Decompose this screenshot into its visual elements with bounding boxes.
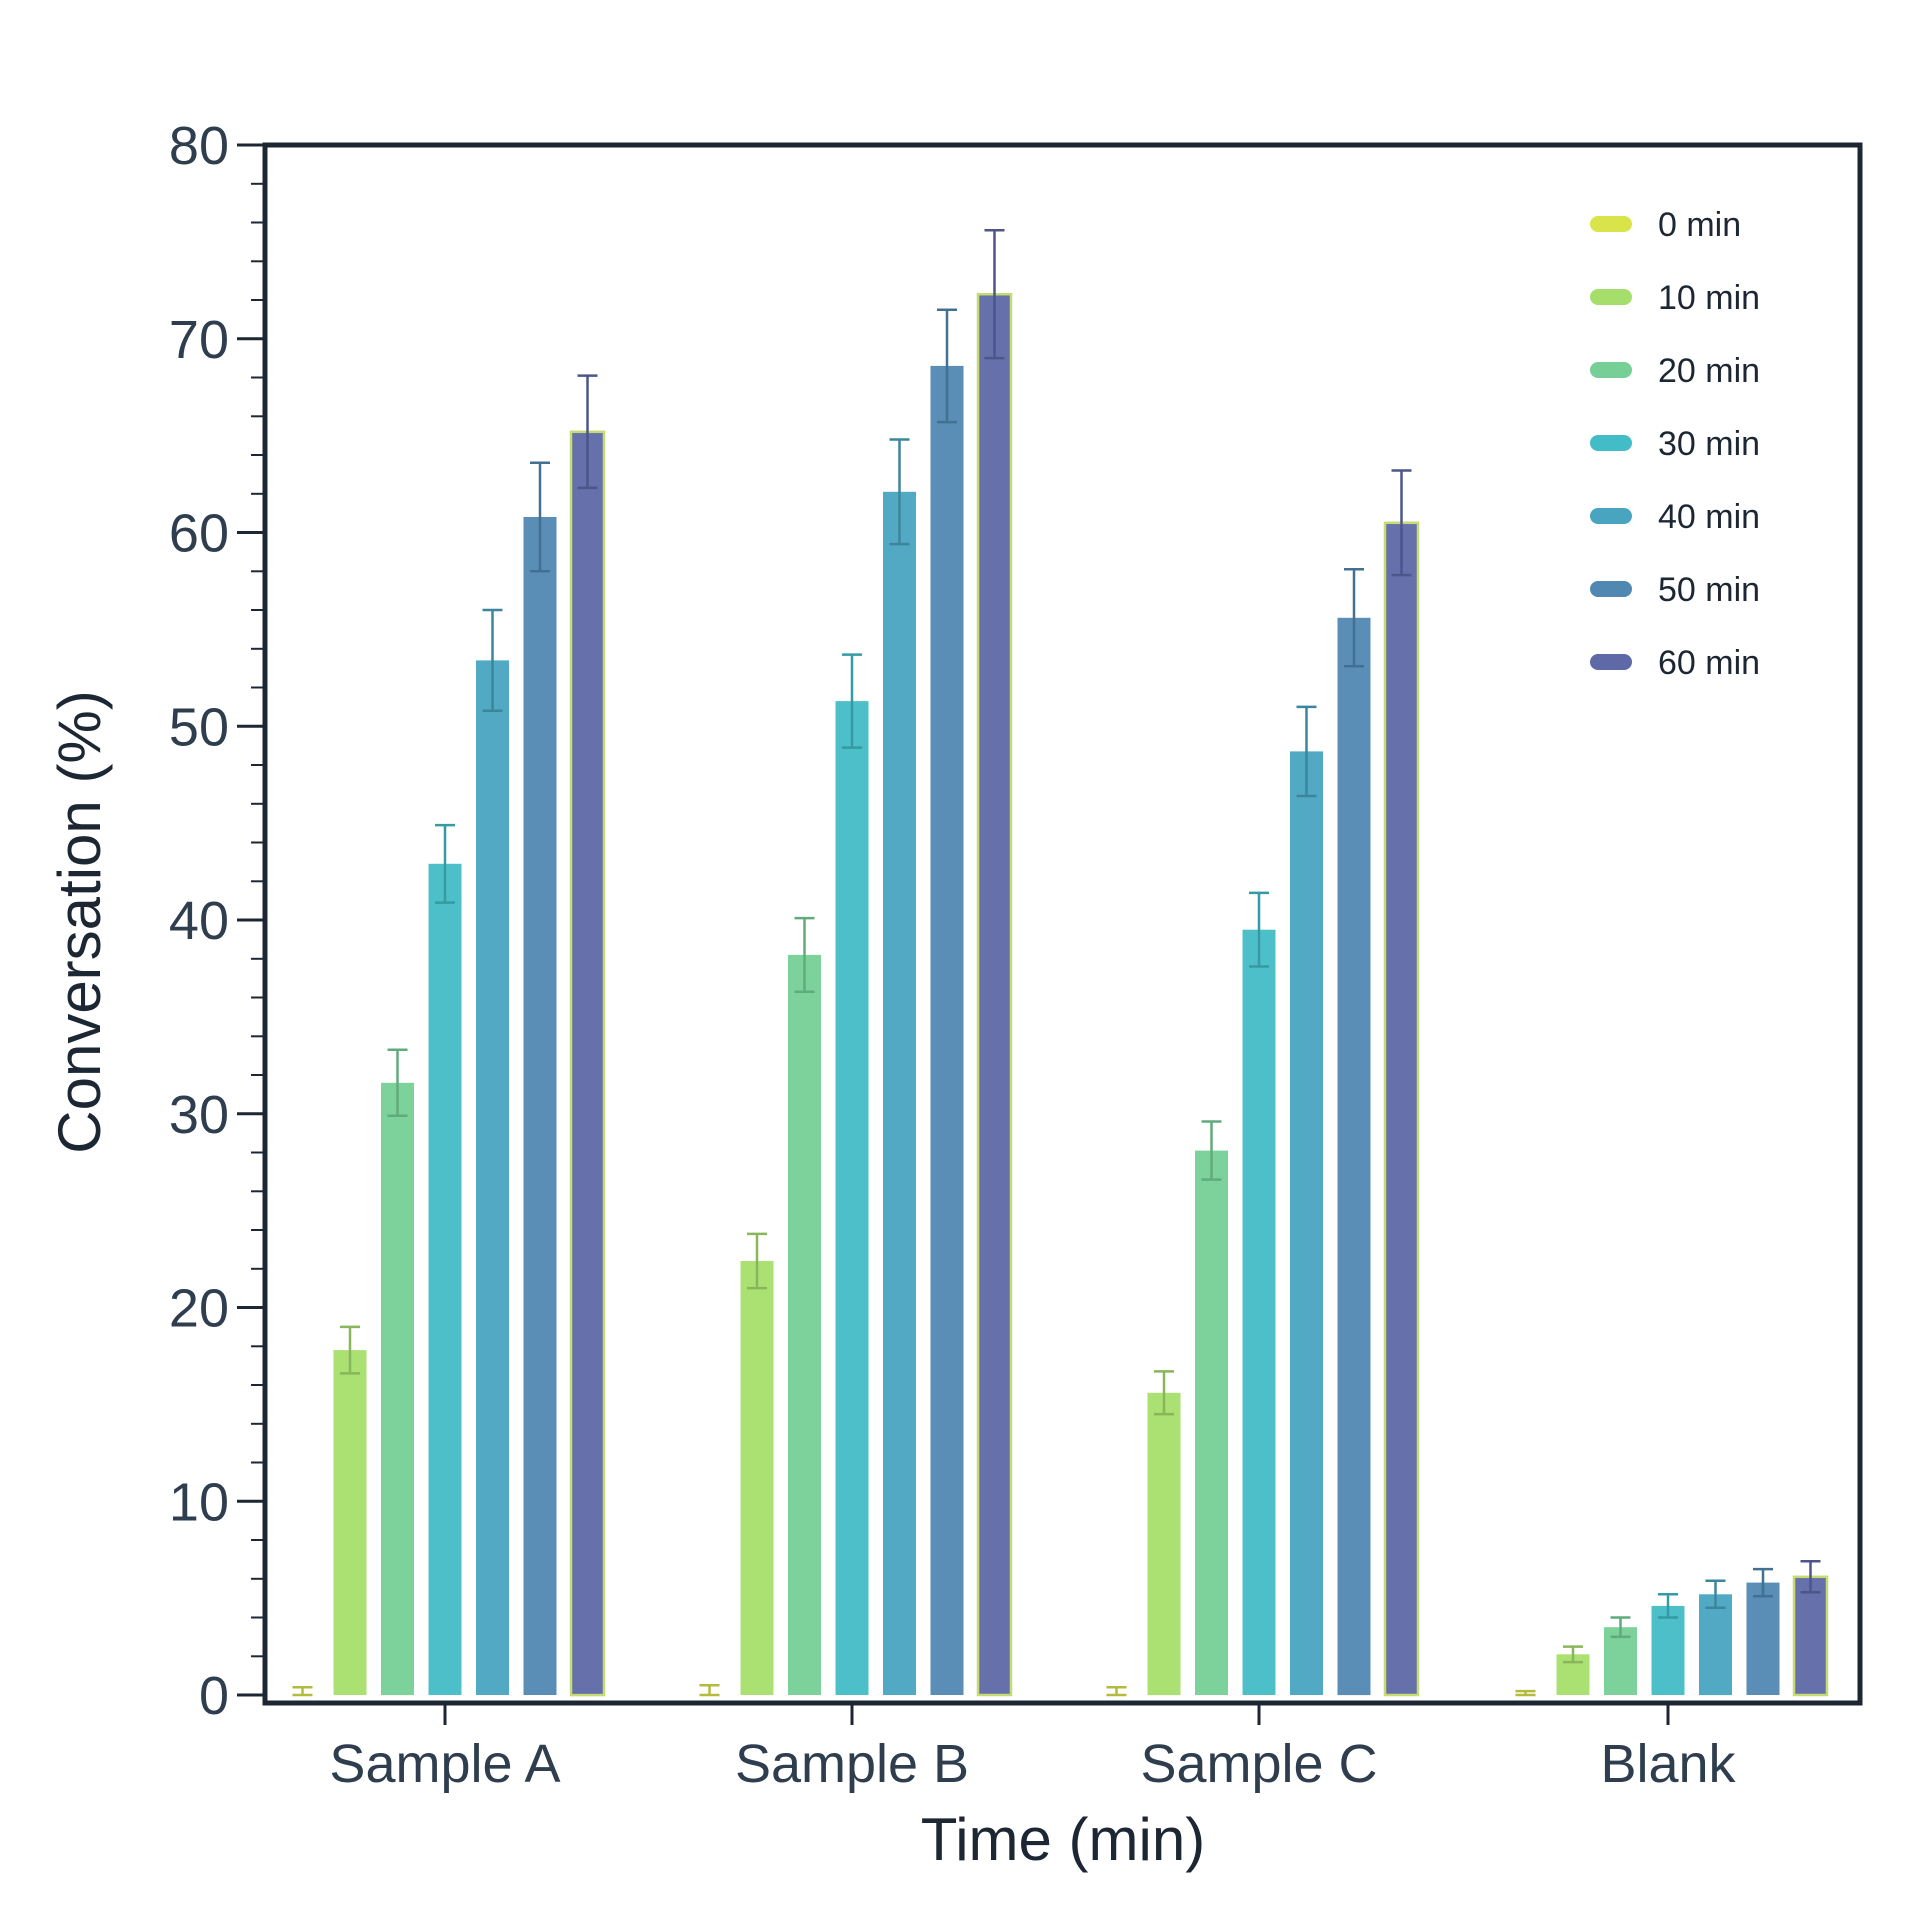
bar-blank-20-min: [1604, 1627, 1637, 1695]
error-bar-sample-c-40-min: [1296, 705, 1317, 798]
bar-blank-60-min: [1792, 1575, 1829, 1697]
legend-label: 10 min: [1658, 279, 1760, 317]
bar-sample-b-40-min: [883, 491, 916, 1695]
plot-frame: [262, 142, 1863, 1706]
error-bars-layer: [292, 229, 1821, 1697]
y-tick-label: 10: [169, 1472, 229, 1532]
error-bar-blank-0-min: [1515, 1689, 1536, 1697]
legend-label: 20 min: [1658, 352, 1760, 390]
bar-sample-a-20-min: [381, 1082, 414, 1696]
bar-sample-c-30-min: [1242, 929, 1276, 1695]
error-bar-sample-b-60-min: [984, 229, 1005, 360]
legend-swatch: [1590, 216, 1632, 232]
error-bar-sample-c-60-min: [1391, 469, 1412, 577]
bar-sample-c-40-min: [1290, 751, 1323, 1695]
error-bar-sample-b-50-min: [937, 308, 957, 424]
error-bar-sample-a-20-min: [387, 1048, 408, 1117]
error-bar-sample-c-50-min: [1344, 568, 1364, 668]
legend-swatch: [1590, 508, 1632, 524]
x-tick-label: Sample C: [1140, 1734, 1377, 1794]
bar-sample-c-10-min: [1147, 1392, 1181, 1696]
error-bar-blank-60-min: [1800, 1560, 1821, 1594]
error-bar-sample-b-20-min: [794, 916, 815, 993]
legend-label: 50 min: [1658, 571, 1760, 609]
error-bar-blank-20-min: [1610, 1616, 1631, 1639]
error-bar-blank-40-min: [1705, 1579, 1726, 1610]
bar-sample-a-40-min: [476, 660, 509, 1695]
bar-blank-40-min: [1699, 1594, 1732, 1696]
x-axis-title: Time (min): [921, 1806, 1205, 1873]
bar-sample-c-60-min: [1383, 521, 1420, 1697]
error-bar-sample-b-10-min: [747, 1232, 767, 1290]
error-bar-sample-a-40-min: [482, 608, 503, 713]
legend-swatch: [1590, 289, 1632, 305]
error-bar-sample-b-30-min: [842, 653, 862, 749]
y-tick-label: 70: [169, 310, 229, 370]
x-tick-label: Sample A: [329, 1734, 560, 1794]
legend-label: 60 min: [1658, 644, 1760, 682]
y-tick-label: 30: [169, 1085, 229, 1145]
y-tick-label: 60: [169, 504, 229, 564]
y-tick-label: 40: [169, 891, 229, 951]
bar-sample-b-20-min: [788, 954, 821, 1695]
bar-sample-c-20-min: [1195, 1150, 1228, 1695]
bar-blank-30-min: [1651, 1605, 1685, 1695]
bars-layer: [333, 292, 1829, 1697]
y-tick-label: 0: [199, 1666, 229, 1726]
error-bar-sample-c-30-min: [1249, 891, 1269, 968]
axes-layer: 0 10 20 30 40 50 60 70 80 Sample A Sample B Sample …: [169, 116, 1863, 1794]
error-bar-sample-a-0-min: [292, 1686, 313, 1697]
error-bar-sample-a-50-min: [530, 461, 550, 573]
legend-label: 0 min: [1658, 206, 1741, 244]
bar-sample-a-30-min: [428, 863, 462, 1695]
legend-swatch: [1590, 654, 1632, 670]
legend-swatch: [1590, 435, 1632, 451]
bar-sample-b-60-min: [976, 292, 1013, 1697]
legend-swatch: [1590, 362, 1632, 378]
error-bar-sample-b-40-min: [889, 438, 910, 546]
bar-sample-a-10-min: [333, 1350, 367, 1695]
error-bar-sample-a-60-min: [577, 374, 598, 490]
x-tick-label: Sample B: [735, 1734, 969, 1794]
error-bar-sample-c-10-min: [1154, 1370, 1174, 1416]
x-tick-label: Blank: [1600, 1734, 1736, 1794]
bar-sample-a-50-min: [523, 517, 557, 1695]
bar-sample-c-50-min: [1337, 617, 1371, 1696]
y-tick-label: 80: [169, 116, 229, 176]
bar-sample-b-30-min: [835, 701, 869, 1695]
error-bar-blank-50-min: [1753, 1567, 1773, 1598]
legend-label: 30 min: [1658, 425, 1760, 463]
bar-sample-b-50-min: [930, 365, 964, 1695]
error-bar-blank-10-min: [1563, 1645, 1583, 1664]
y-axis-title: Conversation (%): [46, 690, 113, 1154]
error-bar-sample-b-0-min: [699, 1684, 720, 1697]
legend: 0 min 10 min 20 min 30 min 40 min 50 min 60 mi…: [1590, 206, 1760, 682]
bar-blank-50-min: [1746, 1582, 1780, 1695]
error-bar-sample-c-0-min: [1106, 1686, 1127, 1697]
bar-sample-b-10-min: [740, 1261, 774, 1695]
y-tick-label: 50: [169, 697, 229, 757]
y-tick-label: 20: [169, 1279, 229, 1339]
error-bar-sample-a-10-min: [340, 1325, 360, 1375]
error-bar-blank-30-min: [1658, 1593, 1678, 1619]
error-bar-sample-a-30-min: [435, 823, 455, 904]
error-bar-sample-c-20-min: [1201, 1120, 1222, 1181]
legend-swatch: [1590, 581, 1632, 597]
legend-label: 40 min: [1658, 498, 1760, 536]
bar-sample-a-60-min: [569, 430, 606, 1697]
